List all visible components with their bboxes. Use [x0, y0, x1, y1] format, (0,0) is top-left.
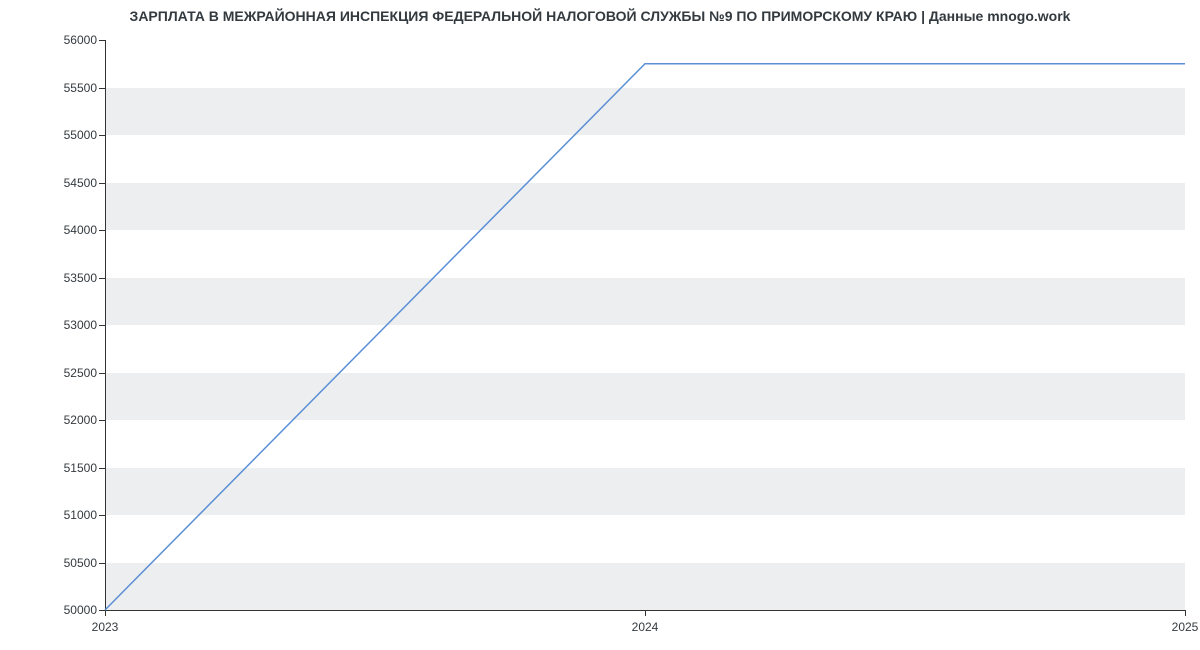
y-tick-label: 54500: [64, 176, 97, 190]
y-tick-label: 50000: [64, 603, 97, 617]
plot-area: 5000050500510005150052000525005300053500…: [105, 40, 1185, 610]
y-tick-label: 52500: [64, 366, 97, 380]
y-tick-label: 51000: [64, 508, 97, 522]
salary-line-chart: ЗАРПЛАТА В МЕЖРАЙОННАЯ ИНСПЕКЦИЯ ФЕДЕРАЛ…: [0, 0, 1200, 650]
y-tick-label: 55000: [64, 128, 97, 142]
x-tick-label: 2024: [632, 620, 659, 634]
series-salary: [105, 64, 1185, 610]
y-tick-label: 53500: [64, 271, 97, 285]
y-tick-label: 55500: [64, 81, 97, 95]
y-tick-label: 51500: [64, 461, 97, 475]
y-tick-label: 50500: [64, 556, 97, 570]
y-tick-label: 54000: [64, 223, 97, 237]
x-tick-mark: [1185, 610, 1186, 616]
x-tick-label: 2025: [1172, 620, 1199, 634]
y-tick-label: 52000: [64, 413, 97, 427]
line-layer: [105, 40, 1185, 610]
y-tick-label: 53000: [64, 318, 97, 332]
chart-title: ЗАРПЛАТА В МЕЖРАЙОННАЯ ИНСПЕКЦИЯ ФЕДЕРАЛ…: [0, 8, 1200, 24]
x-axis-line: [105, 610, 1185, 611]
x-tick-label: 2023: [92, 620, 119, 634]
y-tick-label: 56000: [64, 33, 97, 47]
